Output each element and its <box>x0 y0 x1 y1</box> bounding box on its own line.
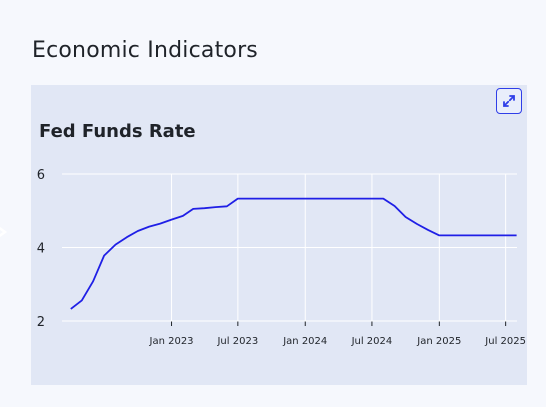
expand-arrows-icon <box>503 95 515 107</box>
fed-funds-chart: 2 4 6 Jan 2023 Jul 2023 Jan 2024 Jul 2024 Jan 2… <box>37 168 526 347</box>
side-arrow-icon <box>0 226 8 238</box>
chart-title: Fed Funds Rate <box>39 121 196 142</box>
x-tick-label: Jan 2025 <box>416 336 461 347</box>
x-tick-label: Jul 2025 <box>484 336 526 347</box>
x-tick-label: Jan 2024 <box>282 336 327 347</box>
y-tick-label: 2 <box>37 315 45 330</box>
series-line <box>70 197 517 310</box>
y-tick-label: 4 <box>37 242 45 257</box>
x-tick-label: Jan 2023 <box>149 336 194 347</box>
expand-button[interactable] <box>496 88 522 114</box>
y-tick-label: 6 <box>37 168 45 183</box>
x-tick-label: Jul 2024 <box>351 336 393 347</box>
section-title: Economic Indicators <box>32 38 258 63</box>
x-tick-label: Jul 2023 <box>216 336 258 347</box>
chart-card: Fed Funds Rate 2 4 6 Jan 2023 Jul 2023 Jan 20… <box>31 85 527 385</box>
